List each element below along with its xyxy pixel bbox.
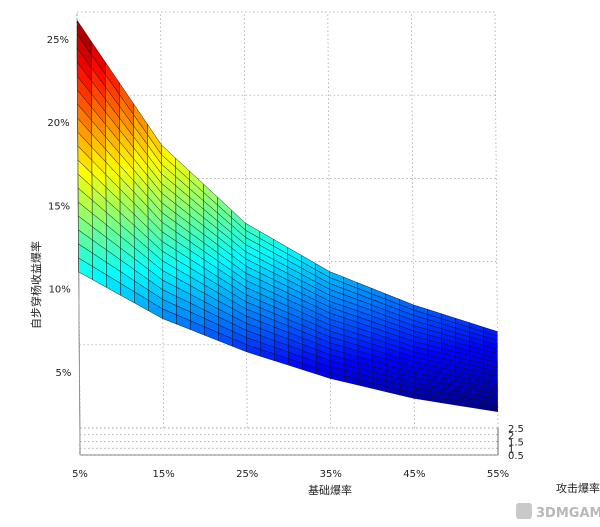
grid-line-x (243, 11, 248, 429)
x-tick-label: 15% (152, 469, 174, 480)
z-tick-label: 10% (49, 285, 71, 296)
surface-cell (483, 404, 498, 412)
z-tick-label: 20% (47, 118, 69, 129)
tick-layer: 5% 15% 25% 35% 45% 55% 0.511.522.5 5% 10% 15% 20% 2… (47, 35, 524, 480)
z-tick-label: 5% (56, 368, 72, 379)
x-tick-label: 45% (403, 469, 425, 480)
z-tick-label: 15% (48, 201, 70, 212)
x-axis-label: 基础爆率 (308, 483, 352, 497)
y-axis-label: 攻击爆率 (556, 481, 600, 495)
y-tick-label: 2 (508, 431, 514, 442)
watermark-logo-icon (516, 503, 532, 519)
watermark: 3DMGAME (516, 503, 600, 521)
surface-layer (76, 19, 498, 412)
y-tick-label: 1 (508, 444, 514, 455)
x-tick-label: 5% (72, 469, 88, 480)
z-tick-label: 25% (47, 35, 69, 46)
z-axis-label: 自步穿杨收益爆率 (29, 241, 43, 329)
y-tick-label: 1.5 (508, 438, 524, 449)
x-tick-label: 55% (487, 469, 509, 480)
x-tick-label: 25% (236, 469, 258, 480)
watermark-text: 3DMGAME (536, 506, 600, 521)
y-tick-label: 0.5 (508, 451, 524, 462)
y-tick-label: 2.5 (508, 424, 524, 435)
x-tick-label: 35% (320, 469, 342, 480)
